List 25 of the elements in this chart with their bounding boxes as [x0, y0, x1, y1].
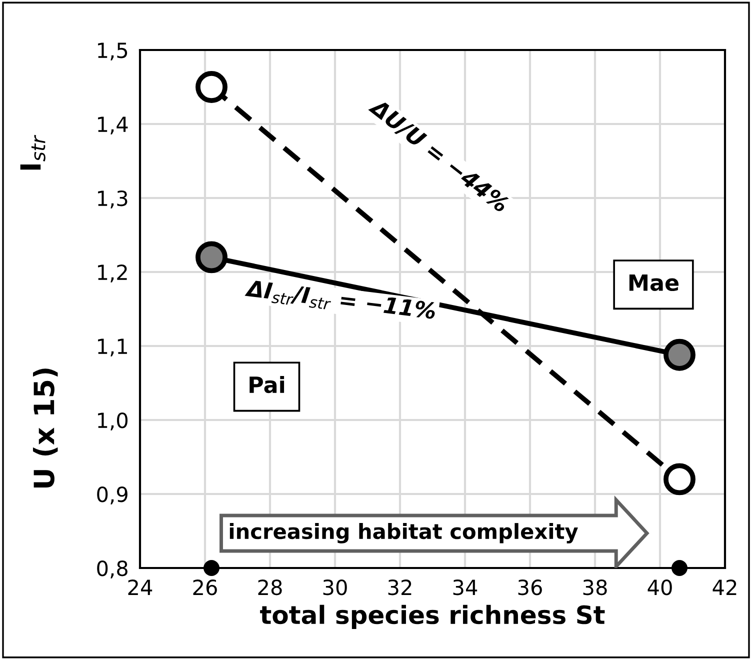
- x-tick-label: 28: [258, 579, 282, 596]
- y-tick-label: 1,4: [98, 116, 128, 134]
- y-tick-label: 0,9: [97, 486, 128, 504]
- x-tick-label: 26: [193, 579, 217, 596]
- x-tick-label: 40: [648, 579, 672, 596]
- x-tick-label: 42: [712, 579, 736, 595]
- annotation: increasing habitat complexity: [230, 523, 578, 544]
- y-tick-label: 1,3: [98, 190, 128, 208]
- text: U (x 15): [32, 368, 58, 488]
- y-tick-label: 0,8: [97, 560, 128, 578]
- x-tick-label: 30: [323, 579, 347, 596]
- x-tick-label: 36: [518, 579, 542, 596]
- y-tick-label: 1,0: [98, 412, 128, 430]
- x-tick-label: 38: [583, 579, 607, 596]
- x-tick-label: 34: [453, 579, 478, 596]
- y-tick-label: 1,1: [98, 338, 127, 356]
- x-tick-label: 24: [128, 579, 152, 595]
- y-tick-label: 1,2: [98, 264, 127, 282]
- annotation: ΔI$_{str}$/I$_{str}$ = −11%: [244, 279, 436, 323]
- annotation: Mae: [629, 274, 679, 292]
- x-axis-title: total species richness St: [260, 604, 605, 630]
- y-axis-title: I$_{str}$: [20, 134, 46, 170]
- x-tick-label: 32: [388, 579, 412, 596]
- annotation: Pai: [250, 376, 284, 394]
- y-tick-label: 1,5: [98, 42, 128, 60]
